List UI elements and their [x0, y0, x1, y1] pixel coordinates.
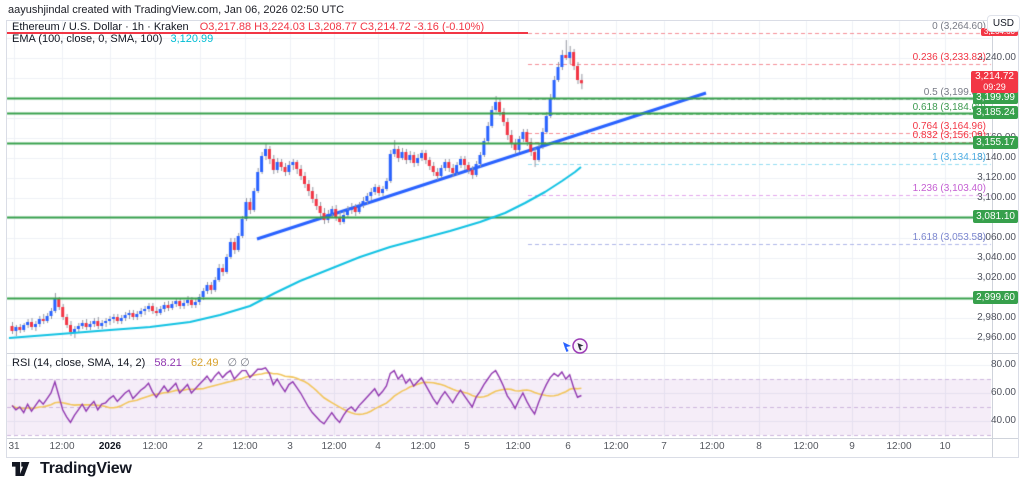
symbol-title: Ethereum / U.S. Dollar · 1h · Kraken [12, 21, 189, 33]
rsi-value: 58.21 [154, 357, 182, 369]
ema-legend-label: EMA (100, close, 0, SMA, 100) [12, 33, 163, 45]
rsi-legend: RSI (14, close, SMA, 14, 2) 58.21 62.49 … [12, 356, 250, 369]
footer-branding: TradingView [12, 460, 132, 478]
ema-legend-value: 3,120.99 [170, 33, 214, 45]
attribution-text: aayushjindal created with TradingView.co… [8, 4, 345, 16]
ema-legend: EMA (100, close, 0, SMA, 100) 3,120.99 [12, 33, 213, 45]
mouse-cursor-icon [562, 337, 590, 361]
ohlc-values: O3,217.88 H3,224.03 L3,208.77 C3,214.72 … [199, 21, 485, 33]
rsi-legend-label: RSI (14, close, SMA, 14, 2) [12, 357, 146, 369]
cursor-glyph-icon [577, 343, 584, 351]
brand-name: TradingView [40, 460, 132, 477]
rsi-null-values: ∅ ∅ [227, 357, 250, 369]
currency-unit-button[interactable]: USD [986, 15, 1020, 32]
cursor-arrow-icon [563, 342, 571, 352]
resistance-line[interactable] [7, 32, 528, 34]
tradingview-logo-icon [12, 462, 30, 476]
rsi-sma-value: 62.49 [190, 357, 219, 369]
symbol-legend: Ethereum / U.S. Dollar · 1h · Kraken O3,… [12, 21, 484, 33]
